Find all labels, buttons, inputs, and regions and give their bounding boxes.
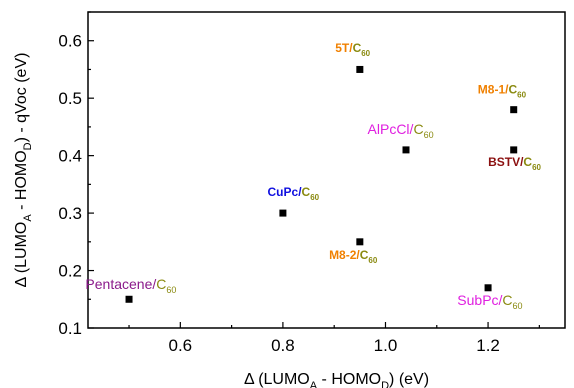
point-label: AlPcCl/C60 bbox=[368, 121, 434, 140]
point-label-donor: Pentacene/ bbox=[85, 276, 156, 292]
point-label-acceptor: C bbox=[502, 292, 512, 308]
point-labels: Pentacene/C60CuPc/C60M8-2/C605T/C60AlPcC… bbox=[85, 41, 541, 311]
point-label-acceptor: C bbox=[353, 41, 362, 55]
y-tick-label: 0.4 bbox=[58, 147, 82, 166]
x-tick-label: 0.6 bbox=[169, 336, 193, 355]
point-label: M8-1/C60 bbox=[478, 83, 527, 100]
data-points bbox=[125, 65, 518, 303]
point-label-acceptor: C bbox=[413, 121, 423, 137]
y-axis-label-mid: - HOMO bbox=[13, 150, 30, 214]
plot-border bbox=[87, 11, 566, 329]
x-axis-label-mid: - HOMO bbox=[317, 371, 381, 388]
data-point bbox=[402, 146, 410, 154]
point-label-acceptor: C bbox=[156, 276, 166, 292]
point-label-subscript: 60 bbox=[166, 285, 176, 295]
plot-frame bbox=[87, 11, 566, 329]
point-label-donor: M8-2/ bbox=[329, 248, 360, 262]
y-axis-label-suffix: ) - qVoc (eV) bbox=[13, 53, 30, 143]
data-point bbox=[125, 295, 133, 303]
y-axis-label-prefix: Δ (LUMO bbox=[13, 222, 30, 288]
point-label-subscript: 60 bbox=[368, 256, 377, 265]
point-label-acceptor: C bbox=[360, 248, 369, 262]
point-label-subscript: 60 bbox=[361, 49, 370, 58]
point-label-donor: 5T/ bbox=[335, 41, 353, 55]
point-label-donor: SubPc/ bbox=[457, 292, 502, 308]
axis-ticks bbox=[88, 11, 540, 329]
data-point bbox=[356, 65, 364, 73]
data-point bbox=[510, 146, 518, 154]
data-point bbox=[279, 209, 287, 217]
x-axis-label-sub-d: D bbox=[381, 380, 389, 388]
data-point bbox=[356, 238, 364, 246]
y-tick-label: 0.6 bbox=[58, 32, 82, 51]
y-tick-label: 0.1 bbox=[58, 319, 82, 338]
point-label-donor: M8-1/ bbox=[478, 83, 509, 97]
y-axis-label: Δ (LUMOA - HOMOD) - qVoc (eV) bbox=[13, 53, 34, 288]
x-tick-labels: 0.6 0.8 1.0 1.2 bbox=[169, 336, 500, 355]
point-label-subscript: 60 bbox=[310, 193, 319, 202]
point-label: CuPc/C60 bbox=[268, 185, 320, 202]
data-point bbox=[484, 284, 492, 292]
point-label: Pentacene/C60 bbox=[85, 276, 176, 295]
x-axis-label-suffix: ) (eV) bbox=[389, 371, 429, 388]
y-tick-label: 0.2 bbox=[58, 262, 82, 281]
point-label: M8-2/C60 bbox=[329, 248, 378, 265]
point-label-donor: CuPc/ bbox=[268, 185, 303, 199]
x-tick-label: 1.0 bbox=[374, 336, 398, 355]
point-label-donor: BSTV/ bbox=[488, 155, 524, 169]
point-label-subscript: 60 bbox=[532, 163, 541, 172]
y-tick-label: 0.3 bbox=[58, 204, 82, 223]
y-axis-label-sub-a: A bbox=[22, 214, 34, 222]
point-label-donor: AlPcCl/ bbox=[368, 121, 414, 137]
x-axis-label-prefix: Δ (LUMO bbox=[244, 371, 310, 388]
point-label: BSTV/C60 bbox=[488, 155, 541, 172]
point-label-acceptor: C bbox=[508, 83, 517, 97]
y-axis-label-sub-d: D bbox=[22, 142, 34, 150]
point-label-subscript: 60 bbox=[517, 91, 526, 100]
x-axis-label-sub-a: A bbox=[310, 380, 318, 388]
y-tick-label: 0.5 bbox=[58, 89, 82, 108]
point-label-acceptor: C bbox=[523, 155, 532, 169]
x-tick-label: 1.2 bbox=[476, 336, 500, 355]
data-point bbox=[510, 106, 518, 114]
point-label: SubPc/C60 bbox=[457, 292, 522, 311]
point-label-subscript: 60 bbox=[424, 130, 434, 140]
x-tick-label: 0.8 bbox=[271, 336, 295, 355]
x-axis-label: Δ (LUMOA - HOMOD) (eV) bbox=[244, 371, 429, 388]
point-label: 5T/C60 bbox=[335, 41, 370, 58]
point-label-subscript: 60 bbox=[513, 301, 523, 311]
point-label-acceptor: C bbox=[302, 185, 311, 199]
y-tick-labels: 0.1 0.2 0.3 0.4 0.5 0.6 bbox=[58, 32, 82, 338]
